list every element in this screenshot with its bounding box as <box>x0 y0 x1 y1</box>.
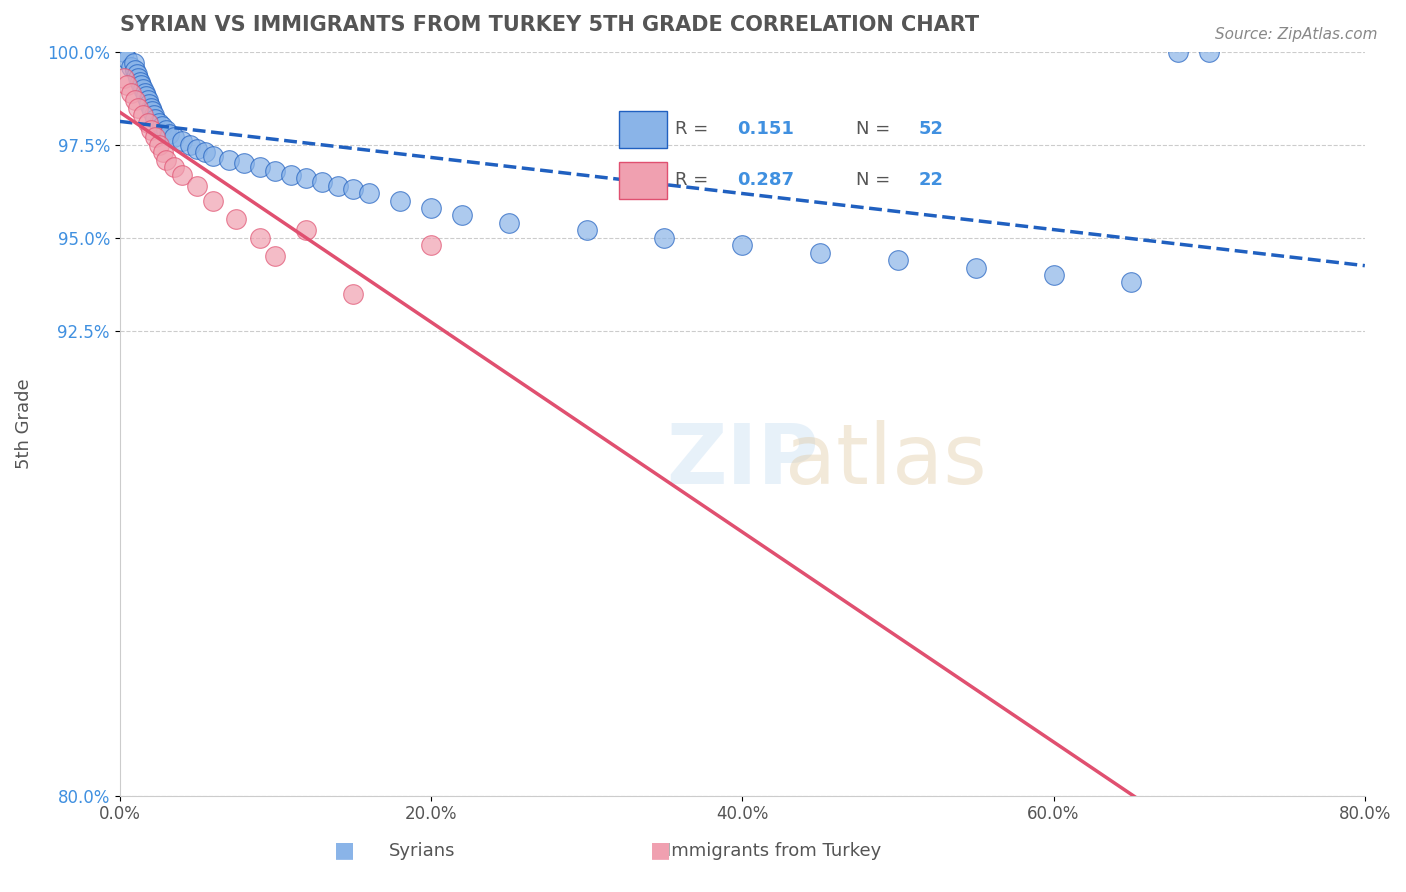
Point <box>120 86 142 100</box>
Point <box>264 249 287 263</box>
Point <box>186 142 208 156</box>
Point <box>117 78 139 93</box>
Text: Immigrants from Turkey: Immigrants from Turkey <box>665 842 882 860</box>
Y-axis label: 5th Grade: 5th Grade <box>15 378 32 469</box>
Point <box>124 93 146 107</box>
Point <box>142 108 165 122</box>
Point <box>170 134 193 148</box>
Text: N =: N = <box>856 171 896 189</box>
Point <box>280 168 302 182</box>
Point <box>125 67 148 81</box>
FancyBboxPatch shape <box>620 162 666 199</box>
Point <box>163 160 186 174</box>
Point <box>132 82 155 96</box>
Point <box>186 178 208 193</box>
Point <box>311 175 333 189</box>
Point <box>155 123 177 137</box>
Point <box>163 130 186 145</box>
Point <box>249 231 271 245</box>
Point <box>152 145 174 160</box>
Point <box>887 253 910 268</box>
Point <box>201 194 224 208</box>
Text: 22: 22 <box>918 171 943 189</box>
Point <box>136 93 159 107</box>
Point <box>112 45 135 59</box>
Point <box>731 238 754 252</box>
Point <box>654 231 676 245</box>
Point <box>295 171 318 186</box>
Point <box>342 182 364 196</box>
FancyBboxPatch shape <box>620 111 666 148</box>
Point <box>127 70 149 85</box>
Point <box>1167 45 1189 59</box>
Point <box>194 145 217 160</box>
Text: 0.151: 0.151 <box>738 120 794 138</box>
Point <box>233 156 256 170</box>
Text: Source: ZipAtlas.com: Source: ZipAtlas.com <box>1215 27 1378 42</box>
Point <box>264 164 287 178</box>
Point <box>575 223 598 237</box>
Point <box>295 223 318 237</box>
Point <box>127 101 149 115</box>
Point <box>139 101 162 115</box>
Text: Syrians: Syrians <box>388 842 456 860</box>
Point <box>498 216 520 230</box>
Point <box>135 89 157 103</box>
Point <box>965 260 987 275</box>
Point <box>145 130 167 145</box>
Text: ■: ■ <box>335 840 354 860</box>
Point <box>145 112 167 126</box>
Point <box>155 153 177 167</box>
Point <box>128 74 150 88</box>
Point <box>451 209 474 223</box>
Point <box>419 201 441 215</box>
Point <box>249 160 271 174</box>
Point <box>388 194 411 208</box>
Point <box>148 137 170 152</box>
Text: 0.287: 0.287 <box>738 171 794 189</box>
Point <box>131 78 153 93</box>
Point <box>112 70 135 85</box>
Point <box>124 63 146 78</box>
Point <box>141 104 163 119</box>
Text: ■: ■ <box>651 840 671 860</box>
Point <box>170 168 193 182</box>
Point <box>218 153 240 167</box>
Point <box>132 108 155 122</box>
Point <box>138 96 160 111</box>
Point <box>179 137 201 152</box>
Point <box>136 115 159 129</box>
Point <box>122 56 145 70</box>
Point <box>357 186 380 201</box>
Point <box>201 149 224 163</box>
Text: SYRIAN VS IMMIGRANTS FROM TURKEY 5TH GRADE CORRELATION CHART: SYRIAN VS IMMIGRANTS FROM TURKEY 5TH GRA… <box>120 15 979 35</box>
Point <box>326 178 349 193</box>
Point <box>134 86 156 100</box>
Point <box>148 115 170 129</box>
Point <box>225 212 247 227</box>
Point <box>117 52 139 66</box>
Point <box>139 123 162 137</box>
Point <box>419 238 441 252</box>
Text: 52: 52 <box>918 120 943 138</box>
Text: N =: N = <box>856 120 896 138</box>
Text: ZIP: ZIP <box>666 420 818 501</box>
Point <box>1198 45 1220 59</box>
Point <box>157 127 180 141</box>
Point <box>1042 268 1064 282</box>
Point <box>150 120 173 134</box>
Text: R =: R = <box>675 120 714 138</box>
Text: R =: R = <box>675 171 714 189</box>
Point <box>1121 276 1143 290</box>
Point <box>342 286 364 301</box>
Text: atlas: atlas <box>785 420 986 501</box>
Point <box>808 245 831 260</box>
Point <box>120 60 142 74</box>
